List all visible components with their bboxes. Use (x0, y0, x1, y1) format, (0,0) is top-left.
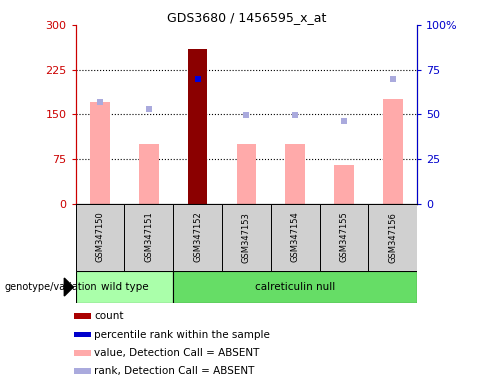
Text: GSM347156: GSM347156 (388, 212, 397, 263)
Bar (320, 204, 368, 271)
Text: GSM347151: GSM347151 (144, 212, 153, 263)
Bar (74, 368, 91, 374)
Text: count: count (94, 311, 123, 321)
Bar (74, 313, 91, 319)
FancyArrow shape (64, 278, 73, 296)
Bar (334, 165, 354, 204)
Bar (76, 271, 173, 303)
Text: percentile rank within the sample: percentile rank within the sample (94, 329, 270, 339)
Text: value, Detection Call = ABSENT: value, Detection Call = ABSENT (94, 348, 260, 358)
Bar (237, 144, 256, 204)
Text: GSM347155: GSM347155 (340, 212, 348, 263)
Text: GSM347154: GSM347154 (291, 212, 300, 263)
Bar (76, 204, 124, 271)
Bar (188, 49, 207, 204)
Text: wild type: wild type (101, 282, 148, 292)
Text: GSM347153: GSM347153 (242, 212, 251, 263)
Bar (124, 204, 173, 271)
Text: GSM347152: GSM347152 (193, 212, 202, 263)
Bar (271, 204, 320, 271)
Bar (368, 204, 417, 271)
Bar (173, 271, 417, 303)
Text: calreticulin null: calreticulin null (255, 282, 335, 292)
Bar (285, 144, 305, 204)
Bar (173, 204, 222, 271)
Bar (222, 204, 271, 271)
Bar (74, 350, 91, 356)
Text: rank, Detection Call = ABSENT: rank, Detection Call = ABSENT (94, 366, 254, 376)
Title: GDS3680 / 1456595_x_at: GDS3680 / 1456595_x_at (167, 11, 326, 24)
Bar (139, 144, 159, 204)
Text: genotype/variation: genotype/variation (5, 282, 98, 292)
Bar (74, 332, 91, 338)
Bar (383, 99, 403, 204)
Text: GSM347150: GSM347150 (96, 212, 104, 263)
Bar (90, 103, 110, 204)
